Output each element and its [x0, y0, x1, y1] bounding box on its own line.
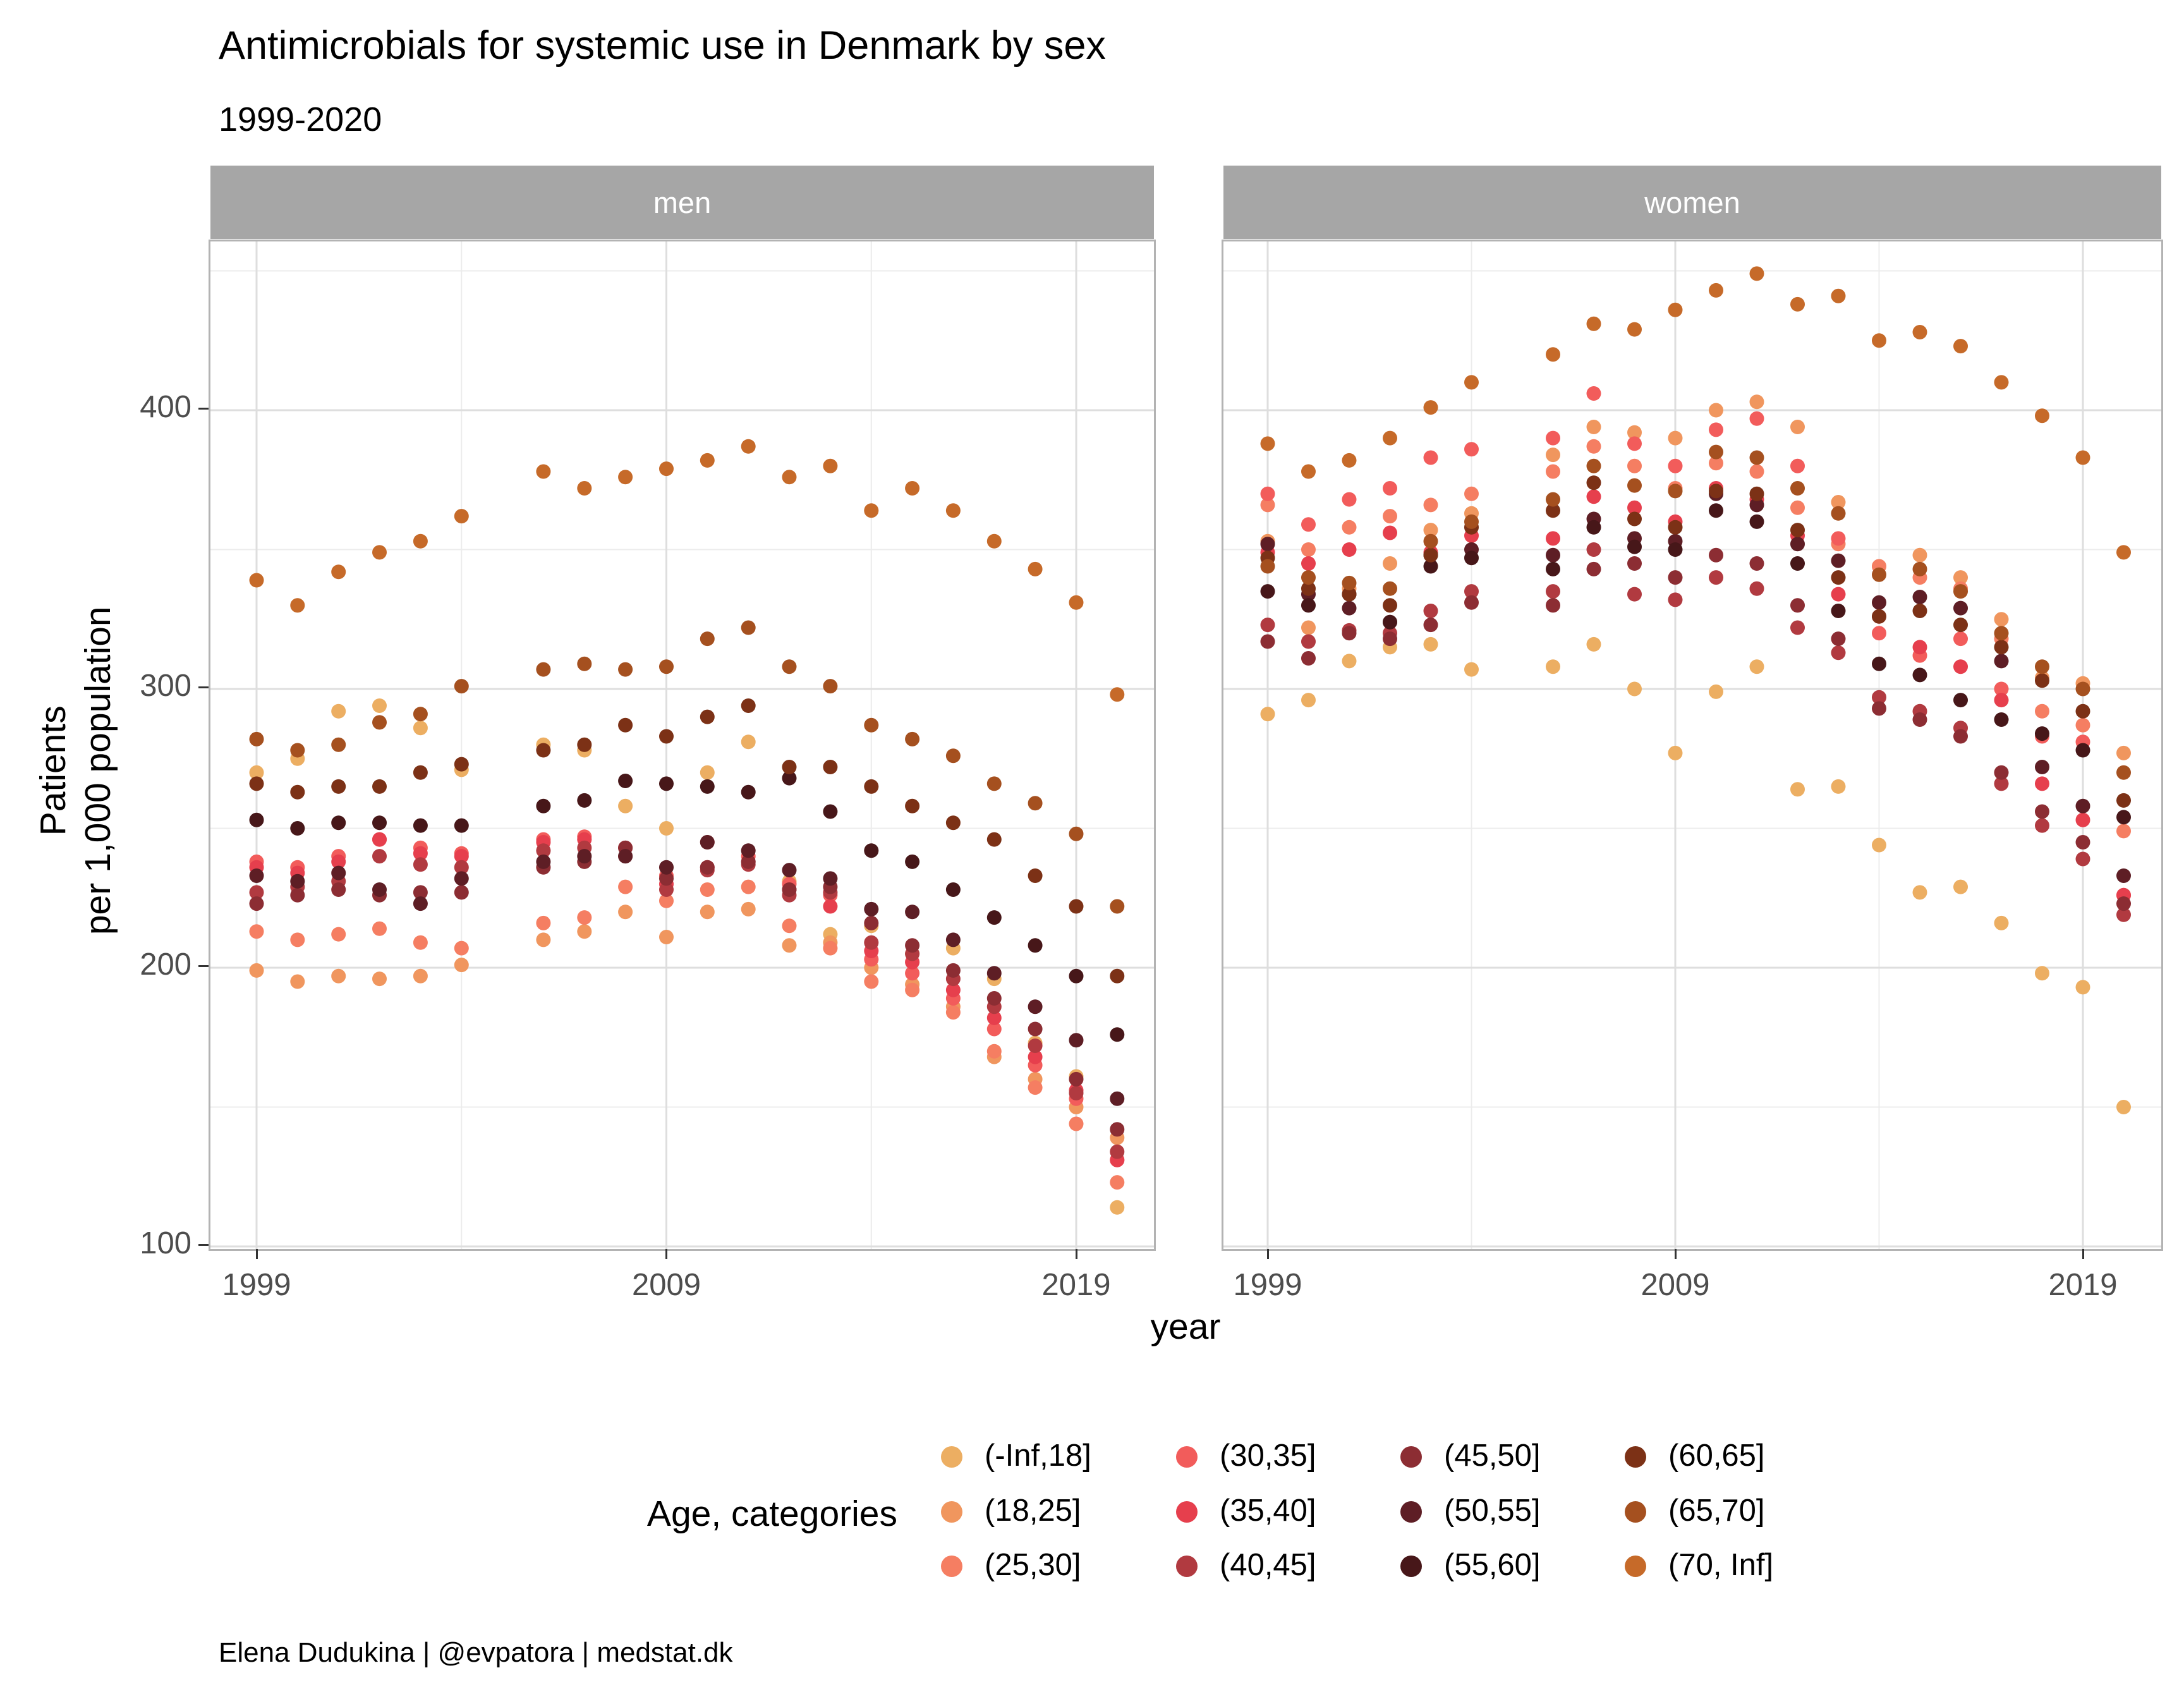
legend-key-(25,30]: [941, 1556, 962, 1577]
series-men-(18,25]: [249, 901, 1125, 1145]
series-men-(60,65]: [249, 698, 1125, 983]
series-men-(70, Inf]: [249, 439, 1125, 702]
legend-label-(65,70]: (65,70]: [1668, 1494, 1765, 1528]
legend-label-(50,55]: (50,55]: [1444, 1494, 1541, 1528]
x-tick-label-men-2019: 2019: [1041, 1268, 1111, 1302]
y-tick-200: [198, 965, 209, 967]
series-women-(65,70]: [1260, 444, 2131, 780]
legend-label-(45,50]: (45,50]: [1444, 1439, 1541, 1473]
x-tick-men-2009: [665, 1249, 667, 1259]
legend-key-(65,70]: [1625, 1501, 1646, 1523]
legend-label-(18,25]: (18,25]: [985, 1494, 1081, 1528]
legend-key-(60,65]: [1625, 1446, 1646, 1468]
legend-key-(30,35]: [1176, 1446, 1198, 1468]
facet-strip-men-label: men: [653, 185, 712, 219]
footer-credit: Elena Dudukina | @evpatora | medstat.dk: [219, 1637, 733, 1668]
legend-key-(40,45]: [1176, 1556, 1198, 1577]
y-axis-title-line1: Patients: [32, 705, 73, 836]
y-axis-title: Patients per 1,000 population: [31, 530, 121, 1011]
plot-panel-men: [209, 240, 1156, 1251]
legend-label-(55,60]: (55,60]: [1444, 1548, 1541, 1582]
x-tick-women-2019: [2082, 1249, 2084, 1259]
y-tick-label-300: 300: [140, 669, 191, 703]
series-women-(45,50]: [1260, 547, 2131, 911]
legend-label-(30,35]: (30,35]: [1220, 1439, 1316, 1473]
series-men-(65,70]: [249, 620, 1125, 914]
chart-subtitle: 1999-2020: [219, 100, 382, 138]
legend-title: Age, categories: [646, 1494, 897, 1534]
y-tick-400: [198, 407, 209, 410]
y-tick-label-200: 200: [140, 947, 191, 982]
legend-key-(18,25]: [941, 1501, 962, 1523]
scatter-men: [210, 241, 1154, 1249]
x-tick-women-1999: [1266, 1249, 1269, 1259]
x-tick-label-women-2019: 2019: [2048, 1268, 2118, 1302]
series-men-(50,55]: [249, 835, 1125, 1106]
legend-label-(35,40]: (35,40]: [1220, 1494, 1316, 1528]
plot-panel-women: [1222, 240, 2163, 1251]
legend-key-(35,40]: [1176, 1501, 1198, 1523]
y-tick-300: [198, 686, 209, 688]
legend-key-(50,55]: [1400, 1501, 1422, 1523]
legend-key-(45,50]: [1400, 1446, 1422, 1468]
facet-strip-women-label: women: [1644, 185, 1740, 219]
series-women-(60,65]: [1260, 475, 2131, 808]
legend-label-(60,65]: (60,65]: [1668, 1439, 1765, 1473]
y-tick-label-100: 100: [140, 1226, 191, 1260]
x-tick-label-women-2009: 2009: [1641, 1268, 1710, 1302]
legend-key-(-Inf,18]: [941, 1446, 962, 1468]
facet-strip-women: women: [1223, 166, 2161, 239]
legend-label-(70, Inf]: (70, Inf]: [1668, 1548, 1774, 1582]
facet-strip-men: men: [210, 166, 1154, 239]
x-tick-women-2009: [1674, 1249, 1677, 1259]
series-women-(-Inf,18]: [1260, 636, 2131, 1114]
chart-title: Antimicrobials for systemic use in Denma…: [219, 23, 1106, 68]
series-men-(25,30]: [249, 879, 1125, 1190]
scatter-women: [1223, 241, 2161, 1249]
legend-label-(25,30]: (25,30]: [985, 1548, 1081, 1582]
x-axis-title: year: [1150, 1306, 1221, 1347]
legend-key-(55,60]: [1400, 1556, 1422, 1577]
x-tick-label-men-1999: 1999: [222, 1268, 291, 1302]
series-men-(-Inf,18]: [249, 698, 1125, 1215]
x-tick-label-men-2009: 2009: [631, 1268, 701, 1302]
series-men-(55,60]: [249, 770, 1125, 1042]
x-tick-label-women-1999: 1999: [1233, 1268, 1302, 1302]
y-tick-100: [198, 1243, 209, 1246]
x-tick-men-2019: [1075, 1249, 1077, 1259]
x-tick-men-1999: [255, 1249, 258, 1259]
y-axis-title-line2: per 1,000 population: [78, 606, 118, 935]
series-women-(70, Inf]: [1260, 266, 2131, 560]
legend-key-(70, Inf]: [1625, 1556, 1646, 1577]
y-tick-label-400: 400: [140, 390, 191, 424]
series-women-(55,60]: [1260, 503, 2131, 825]
legend-label-(40,45]: (40,45]: [1220, 1548, 1316, 1582]
legend-label-(-Inf,18]: (-Inf,18]: [985, 1439, 1091, 1473]
